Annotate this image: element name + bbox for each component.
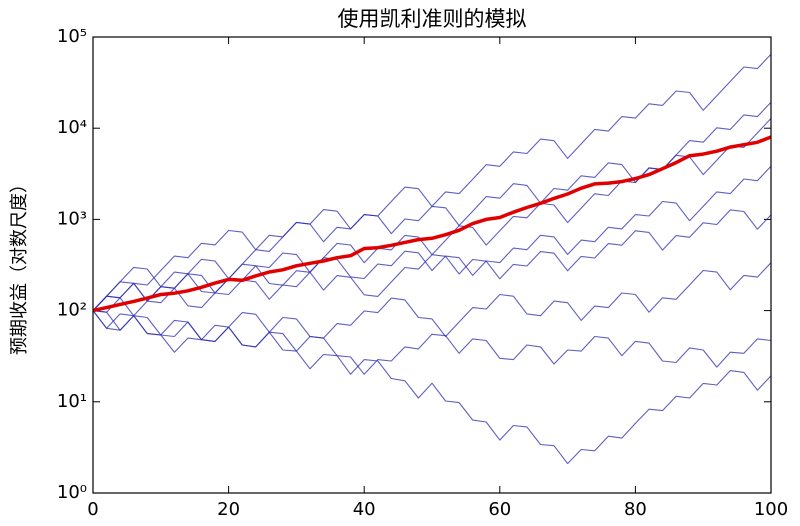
series-line bbox=[92, 209, 772, 311]
y-tick-label: 10⁵ bbox=[57, 26, 87, 47]
series-line bbox=[92, 165, 772, 317]
y-tick-label: 10⁰ bbox=[57, 482, 87, 503]
x-tick-label: 20 bbox=[217, 499, 240, 520]
y-tick-label: 10² bbox=[57, 300, 87, 321]
plot-frame bbox=[92, 36, 772, 494]
series-line bbox=[92, 310, 772, 465]
x-tick-label: 0 bbox=[87, 499, 98, 520]
x-tick-label: 60 bbox=[488, 499, 511, 520]
y-axis-label: 预期收益（对数尺度） bbox=[9, 175, 30, 355]
y-tick-label: 10³ bbox=[57, 208, 87, 229]
series-line bbox=[92, 53, 772, 311]
series-line bbox=[92, 310, 772, 375]
series-line bbox=[92, 135, 772, 313]
chart-title: 使用凯利准则的模拟 bbox=[338, 7, 527, 31]
y-tick-label: 10¹ bbox=[57, 391, 87, 412]
x-tick-label: 100 bbox=[754, 499, 788, 520]
series-line bbox=[92, 262, 772, 342]
x-tick-label: 40 bbox=[353, 499, 376, 520]
series-line bbox=[92, 101, 772, 313]
x-tick-label: 80 bbox=[624, 499, 647, 520]
y-tick-label: 10⁴ bbox=[57, 117, 87, 138]
